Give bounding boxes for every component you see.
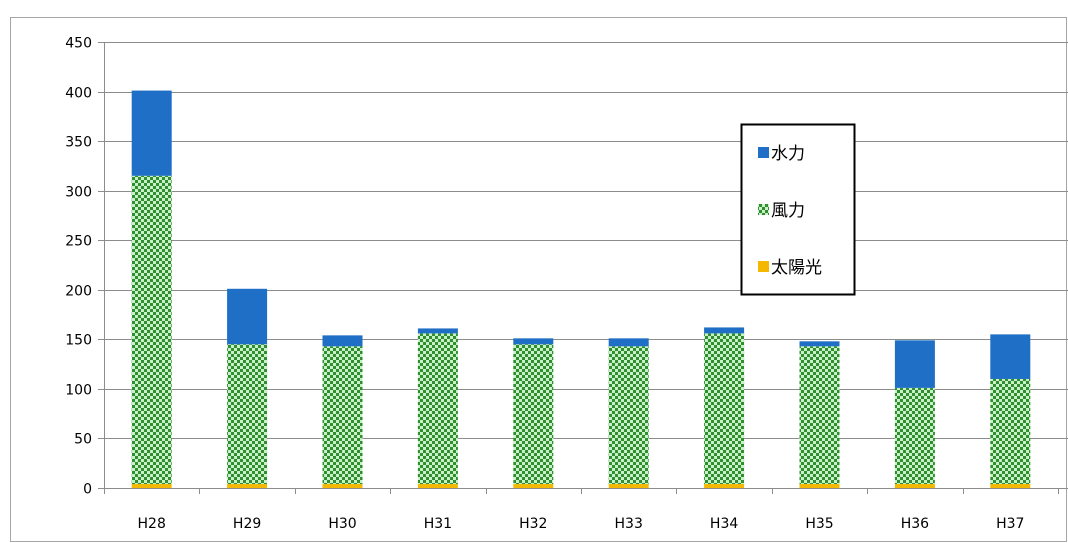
bar-H35-太陽光	[799, 484, 840, 488]
bars	[131, 90, 1031, 488]
x-tick-label: H32	[519, 516, 547, 532]
bar-H28-太陽光	[131, 484, 172, 488]
x-tick-label: H30	[328, 516, 356, 532]
x-tick-label: H33	[615, 516, 643, 532]
bar-H28-水力	[131, 90, 172, 176]
axes	[98, 42, 1068, 494]
bar-H32-水力	[513, 338, 554, 345]
bar-H28-風力	[131, 175, 172, 485]
y-tick-label: 0	[83, 482, 92, 498]
bar-H29-太陽光	[227, 484, 268, 488]
bar-H37-水力	[990, 334, 1031, 379]
bar-H30-太陽光	[322, 484, 363, 488]
x-tick-labels: H28 H29 H30 H31 H32 H33 H34 H35 H36 H37	[138, 516, 1025, 532]
bar-H32-太陽光	[513, 484, 554, 488]
bar-H29-風力	[227, 344, 268, 485]
legend-label: 水力	[771, 144, 805, 164]
legend-label: 太陽光	[771, 258, 822, 278]
x-tick-label: H29	[233, 516, 261, 532]
x-tick-label: H37	[996, 516, 1024, 532]
y-tick-label: 350	[65, 135, 92, 151]
bar-H30-水力	[322, 335, 363, 347]
y-tick-label: 250	[65, 234, 92, 250]
x-tick-label: H35	[805, 516, 833, 532]
legend-swatch-水力	[758, 147, 769, 158]
y-tick-label: 150	[65, 333, 92, 349]
bar-H34-太陽光	[704, 484, 745, 488]
bar-H37-風力	[990, 378, 1031, 485]
bar-H37-太陽光	[990, 484, 1031, 488]
y-tick-label: 450	[65, 36, 92, 52]
legend-label: 風力	[771, 201, 805, 221]
bar-H32-風力	[513, 344, 554, 485]
bar-H29-水力	[227, 288, 268, 345]
bar-H34-水力	[704, 327, 745, 334]
y-tick-label: 300	[65, 185, 92, 201]
legend-swatch-太陽光	[758, 261, 769, 272]
x-tick-label: H34	[710, 516, 738, 532]
y-tick-label: 100	[65, 383, 92, 399]
bar-H36-水力	[894, 340, 935, 388]
x-tick-label: H31	[424, 516, 452, 532]
y-tick-labels: 0 50 100 150 200 250 300 350 400 450	[65, 36, 92, 498]
bar-H34-風力	[704, 333, 745, 485]
bar-H31-風力	[417, 333, 458, 485]
bar-H33-水力	[608, 338, 649, 347]
y-tick-label: 400	[65, 86, 92, 102]
bar-H35-風力	[799, 346, 840, 485]
bar-H36-太陽光	[894, 484, 935, 488]
bar-H33-太陽光	[608, 484, 649, 488]
legend-swatch-風力	[758, 204, 769, 215]
bar-H36-風力	[894, 387, 935, 485]
bar-H31-水力	[417, 328, 458, 334]
x-tick-label: H36	[901, 516, 929, 532]
bar-H35-水力	[799, 341, 840, 347]
bar-H33-風力	[608, 346, 649, 485]
y-tick-label: 200	[65, 284, 92, 300]
bar-H30-風力	[322, 346, 363, 485]
x-tick-label: H28	[138, 516, 166, 532]
y-tick-label: 50	[74, 432, 92, 448]
bar-H31-太陽光	[417, 484, 458, 488]
